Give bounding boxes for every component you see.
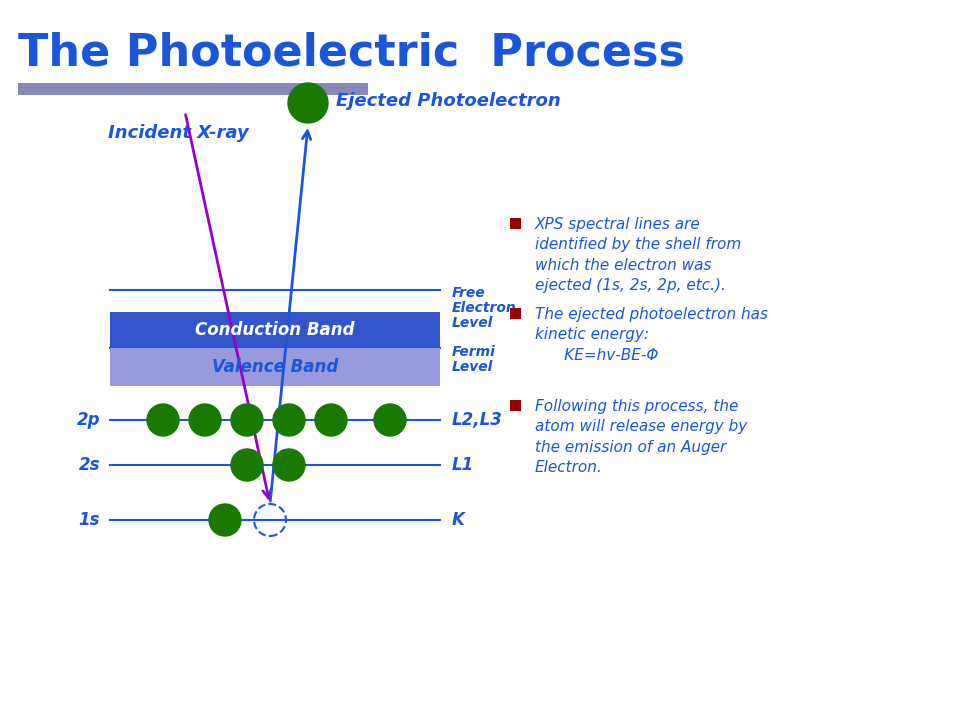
Circle shape [231, 404, 263, 436]
Bar [18, 83, 368, 95]
Text: The ejected photoelectron has
kinetic energy:
      KE=hv-BE-Φ: The ejected photoelectron has kinetic en… [535, 307, 768, 363]
Text: Valence Band: Valence Band [212, 358, 338, 376]
Text: XPS spectral lines are
identified by the shell from
which the electron was
eject: XPS spectral lines are identified by the… [535, 217, 741, 293]
Text: L2,L3: L2,L3 [452, 411, 503, 429]
Circle shape [374, 404, 406, 436]
Bar [110, 312, 440, 348]
Circle shape [288, 83, 328, 123]
Text: Free
Electron
Level: Free Electron Level [452, 286, 516, 330]
Circle shape [315, 404, 347, 436]
Bar [510, 308, 521, 319]
Circle shape [147, 404, 179, 436]
Text: Conduction Band: Conduction Band [195, 321, 355, 339]
Text: 1s: 1s [79, 511, 100, 529]
Text: Incident X-ray: Incident X-ray [108, 124, 249, 142]
Bar [510, 218, 521, 229]
Text: Fermi
Level: Fermi Level [452, 345, 496, 374]
Text: 2p: 2p [77, 411, 100, 429]
Bar [110, 348, 440, 386]
Bar [510, 400, 521, 411]
Text: L1: L1 [452, 456, 474, 474]
Text: The Photoelectric  Process: The Photoelectric Process [18, 32, 685, 75]
Circle shape [231, 449, 263, 481]
Text: Following this process, the
atom will release energy by
the emission of an Auger: Following this process, the atom will re… [535, 399, 747, 475]
Circle shape [273, 404, 305, 436]
Circle shape [189, 404, 221, 436]
Text: Ejected Photoelectron: Ejected Photoelectron [336, 92, 561, 110]
Circle shape [209, 504, 241, 536]
Text: K: K [452, 511, 465, 529]
Text: 2s: 2s [79, 456, 100, 474]
Circle shape [273, 449, 305, 481]
